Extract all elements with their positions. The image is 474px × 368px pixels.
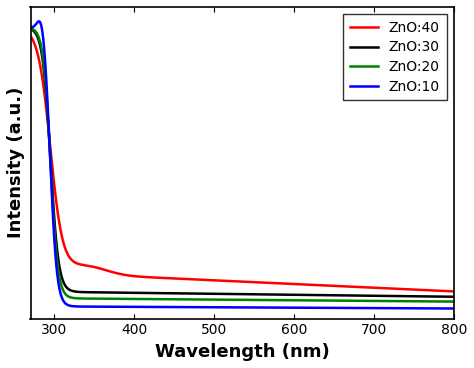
ZnO:20 (27, 26, 33, 31)
ZnO:30 (439, 294, 445, 299)
ZnO:20 (234, 298, 239, 302)
Legend: ZnO:40, ZnO:30, ZnO:20, ZnO:10: ZnO:40, ZnO:30, ZnO:20, ZnO:10 (343, 14, 447, 100)
ZnO:10 (439, 306, 445, 311)
ZnO:10 (234, 305, 239, 309)
ZnO:40 (49, 163, 55, 167)
ZnO:20 (361, 299, 367, 303)
ZnO:10 (27, 25, 33, 29)
ZnO:10 (222, 305, 228, 309)
ZnO:40 (451, 289, 457, 294)
ZnO:30 (27, 26, 33, 31)
ZnO:40 (234, 279, 239, 284)
ZnO:30 (222, 292, 228, 296)
ZnO:30 (451, 294, 457, 299)
X-axis label: Wavelength (nm): Wavelength (nm) (155, 343, 329, 361)
ZnO:20 (451, 300, 457, 304)
Line: ZnO:10: ZnO:10 (30, 21, 454, 308)
ZnO:30 (438, 294, 444, 299)
ZnO:40 (27, 34, 33, 38)
ZnO:30 (234, 292, 239, 296)
ZnO:40 (438, 289, 444, 293)
ZnO:10 (36, 19, 42, 24)
ZnO:40 (361, 285, 367, 290)
ZnO:10 (361, 306, 367, 310)
ZnO:30 (49, 184, 55, 188)
Line: ZnO:40: ZnO:40 (30, 36, 454, 291)
Line: ZnO:30: ZnO:30 (30, 29, 454, 297)
ZnO:40 (439, 289, 445, 293)
ZnO:20 (438, 299, 444, 304)
Line: ZnO:20: ZnO:20 (30, 28, 454, 302)
ZnO:10 (451, 306, 457, 311)
ZnO:10 (49, 202, 55, 206)
ZnO:20 (439, 299, 445, 304)
ZnO:30 (361, 293, 367, 298)
ZnO:20 (222, 297, 228, 302)
Y-axis label: Intensity (a.u.): Intensity (a.u.) (7, 87, 25, 238)
ZnO:20 (49, 191, 55, 195)
ZnO:40 (222, 279, 228, 283)
ZnO:10 (439, 306, 445, 311)
